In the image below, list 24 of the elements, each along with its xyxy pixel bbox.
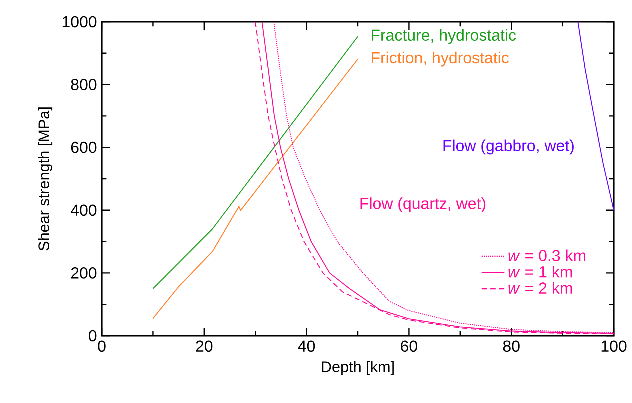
series-label: Fracture, hydrostatic [372,29,516,44]
legend-label: w = 2 km [508,282,572,294]
line-series [152,58,358,320]
series-label: Friction, hydrostatic [372,52,509,67]
legend-label: w = 1 km [508,266,572,278]
x-tick-label: 100 [602,340,627,352]
legend-label: w = 0.3 km [508,250,586,262]
y-tick-label: 600 [71,142,97,154]
legend-title: Flow (quartz, wet) [360,198,486,213]
y-tick-label: 800 [71,79,97,90]
x-tick-label: 40 [298,340,316,352]
line-series [152,36,358,290]
x-axis-title: Depth [km] [322,361,394,376]
y-tick-label: 200 [71,268,97,279]
y-tick-label: 0 [89,330,97,342]
line-series [578,22,614,211]
y-tick-label: 400 [70,204,97,216]
y-axis-title: Shear strength [MPa] [38,108,53,251]
x-tick-label: 60 [401,340,418,352]
y-tick-label: 1000 [62,16,97,28]
x-tick-label: 80 [503,340,520,352]
x-tick-label: 0 [98,340,106,352]
x-tick-label: 20 [196,340,213,352]
series-label: Flow (gabbro, wet) [444,140,574,155]
